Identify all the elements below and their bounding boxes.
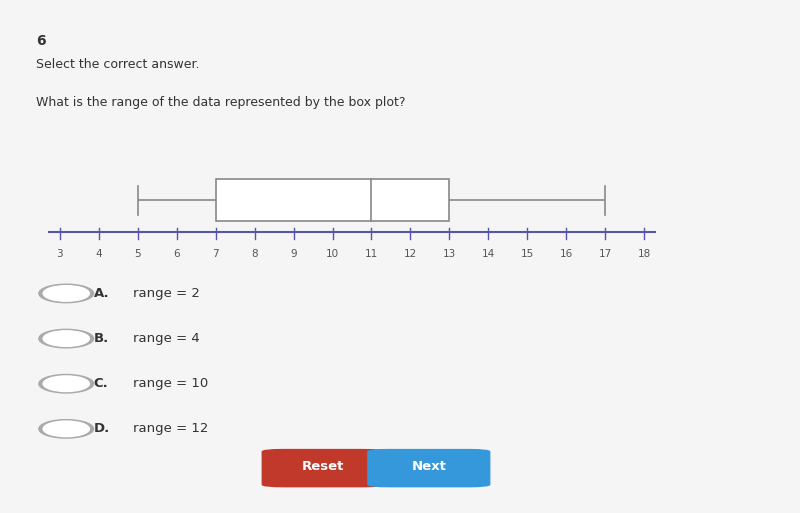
Circle shape [39, 329, 94, 348]
Text: What is the range of the data represented by the box plot?: What is the range of the data represente… [36, 95, 406, 109]
Circle shape [43, 376, 90, 391]
Circle shape [39, 420, 94, 438]
Text: 9: 9 [290, 249, 297, 259]
Text: 12: 12 [404, 249, 417, 259]
Text: 17: 17 [598, 249, 612, 259]
Text: 3: 3 [56, 249, 63, 259]
FancyBboxPatch shape [367, 449, 490, 487]
Text: A.: A. [94, 287, 110, 300]
Text: 5: 5 [134, 249, 141, 259]
Text: 4: 4 [95, 249, 102, 259]
Circle shape [39, 374, 94, 393]
Text: 10: 10 [326, 249, 339, 259]
Text: Select the correct answer.: Select the correct answer. [36, 58, 199, 71]
Text: 6: 6 [174, 249, 180, 259]
Text: 8: 8 [251, 249, 258, 259]
Text: 14: 14 [482, 249, 495, 259]
Circle shape [43, 421, 90, 437]
Text: C.: C. [94, 377, 108, 390]
Text: range = 10: range = 10 [133, 377, 208, 390]
Text: 11: 11 [365, 249, 378, 259]
Circle shape [43, 286, 90, 301]
Text: 15: 15 [521, 249, 534, 259]
Text: 18: 18 [638, 249, 651, 259]
Text: range = 2: range = 2 [133, 287, 200, 300]
Text: range = 4: range = 4 [133, 332, 200, 345]
Bar [215, 180, 450, 221]
Text: range = 12: range = 12 [133, 422, 209, 436]
Text: D.: D. [94, 422, 110, 436]
FancyBboxPatch shape [262, 449, 385, 487]
Text: 6: 6 [36, 34, 46, 48]
Text: 16: 16 [560, 249, 573, 259]
Circle shape [39, 284, 94, 303]
Text: Next: Next [411, 460, 446, 473]
Text: 13: 13 [443, 249, 456, 259]
Text: B.: B. [94, 332, 109, 345]
Circle shape [43, 331, 90, 346]
Text: Reset: Reset [302, 460, 344, 473]
Text: 7: 7 [212, 249, 219, 259]
